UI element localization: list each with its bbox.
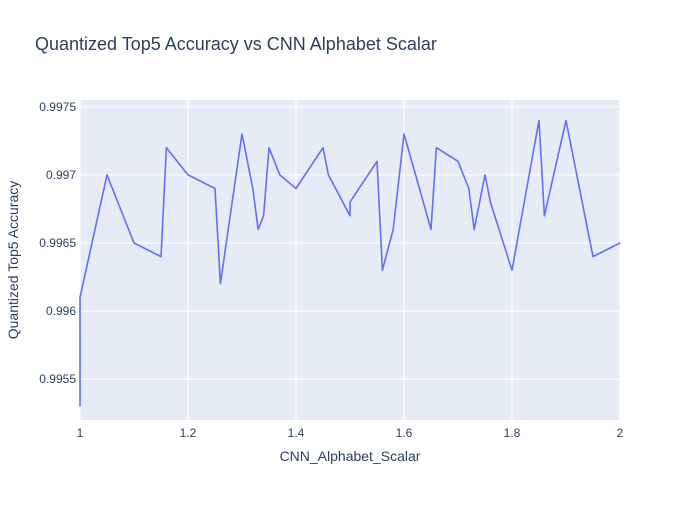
y-tick-label: 0.9965 [39, 236, 76, 250]
plot-area [80, 100, 620, 420]
x-tick-label: 1.2 [180, 426, 197, 440]
x-tick-label: 1.8 [504, 426, 521, 440]
x-tick-label: 2 [617, 426, 624, 440]
y-axis-ticks: 0.9955 0.996 0.9965 0.997 0.9975 [39, 100, 76, 386]
y-tick-label: 0.9975 [39, 100, 76, 114]
y-tick-label: 0.9955 [39, 372, 76, 386]
x-tick-label: 1.4 [288, 426, 305, 440]
y-gridlines [80, 106, 620, 380]
series-line [79, 119, 621, 407]
x-tick-label: 1.6 [396, 426, 413, 440]
y-tick-label: 0.996 [46, 304, 76, 318]
y-axis-title: Quantized Top5 Accuracy [5, 181, 21, 340]
chart-title: Quantized Top5 Accuracy vs CNN Alphabet … [35, 34, 437, 54]
x-tick-label: 1 [77, 426, 84, 440]
x-axis-ticks: 1 1.2 1.4 1.6 1.8 2 [77, 426, 624, 440]
series-layer [79, 119, 621, 407]
x-axis-title: CNN_Alphabet_Scalar [280, 448, 421, 464]
y-tick-label: 0.997 [46, 168, 76, 182]
